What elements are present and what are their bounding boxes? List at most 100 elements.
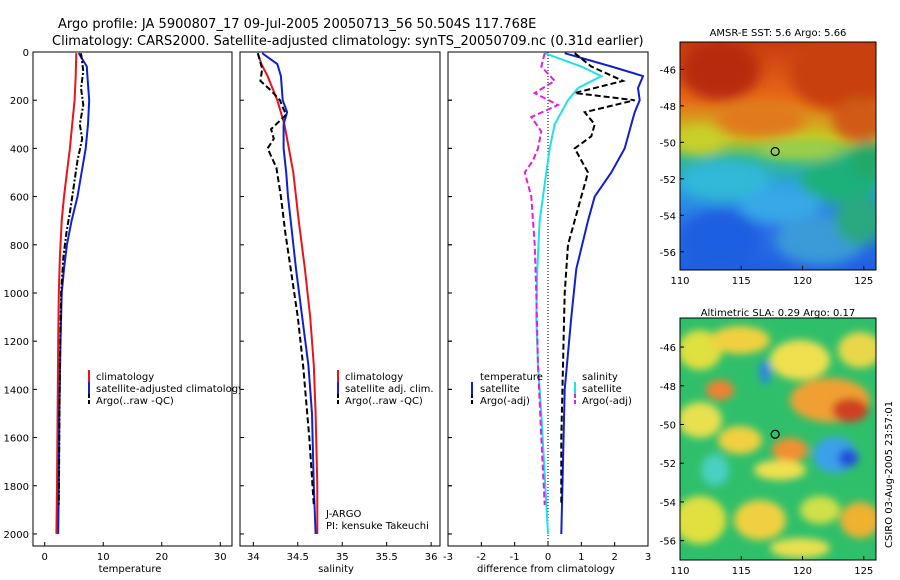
map-x-tick-label: 115 bbox=[732, 566, 751, 577]
difference-x-label: difference from climatology bbox=[477, 564, 615, 575]
map-y-tick-label: -50 bbox=[660, 138, 676, 149]
x-tick-label: 35 bbox=[336, 552, 349, 563]
y-tick-label: 1600 bbox=[4, 434, 29, 445]
legend-label-climatology: climatology bbox=[345, 372, 403, 383]
legend-label-climatology: climatology bbox=[96, 372, 154, 383]
legend-header-temperature: temperature bbox=[480, 372, 543, 383]
legend-label-satellite-adjusted: satellite-adjusted climatology bbox=[96, 384, 244, 395]
y-tick-label: 1000 bbox=[4, 289, 29, 300]
map-y-tick-label: -52 bbox=[660, 459, 676, 470]
map-x-tick-label: 110 bbox=[670, 566, 689, 577]
x-tick-label: 34.5 bbox=[287, 552, 309, 563]
temperature-legend: climatology satellite-adjusted climatolo… bbox=[88, 370, 244, 407]
legend-label-argo: Argo(..raw -QC) bbox=[345, 396, 423, 407]
map-y-tick-label: -48 bbox=[660, 382, 676, 393]
sst-argo-location-marker bbox=[770, 146, 780, 157]
x-tick-label: 1 bbox=[578, 552, 584, 563]
legend-label-sal-argo: Argo(-adj) bbox=[582, 396, 632, 407]
salinity-series bbox=[256, 52, 319, 535]
difference-legend-salinity: salinity satellite Argo(-adj) bbox=[574, 372, 632, 407]
annotation-pi: PI: kensuke Takeuchi bbox=[326, 521, 429, 532]
x-tick-label: -1 bbox=[510, 552, 520, 563]
sla-map-panel: Altimetric SLA: 0.29 Argo: 0.17 bbox=[660, 308, 877, 577]
map-x-tick-label: 125 bbox=[854, 276, 873, 287]
timestamp: CSIRO 03-Aug-2005 23:57:01 bbox=[884, 401, 895, 548]
x-tick-label: 36 bbox=[425, 552, 438, 563]
map-y-tick-label: -48 bbox=[660, 102, 676, 113]
salinity-x-label: salinity bbox=[318, 564, 354, 575]
sla-y-ticks: -46 -48 -50 -52 -54 -56 bbox=[660, 343, 684, 548]
y-tick-label: 600 bbox=[10, 193, 29, 204]
legend-label-temp-argo: Argo(-adj) bbox=[480, 396, 530, 407]
map-x-tick-label: 125 bbox=[854, 566, 873, 577]
map-y-tick-label: -46 bbox=[660, 65, 676, 76]
y-tick-label: 200 bbox=[10, 96, 29, 107]
map-x-tick-label: 120 bbox=[793, 566, 812, 577]
y-tick-label: 800 bbox=[10, 241, 29, 252]
series-line-climatology bbox=[55, 53, 78, 535]
map-y-tick-label: -50 bbox=[660, 420, 676, 431]
x-tick-label: 0 bbox=[545, 552, 551, 563]
y-tick-label: 1400 bbox=[4, 385, 29, 396]
sla-heatmap bbox=[680, 318, 876, 560]
x-tick-label: 20 bbox=[155, 552, 168, 563]
series-line-argo-raw-qc bbox=[256, 52, 315, 506]
map-y-tick-label: -56 bbox=[660, 537, 676, 548]
y-tick-label: 1200 bbox=[4, 337, 29, 348]
y-tick-label: 400 bbox=[10, 144, 29, 155]
map-y-tick-label: -46 bbox=[660, 343, 676, 354]
series-line-argo-raw-qc bbox=[57, 53, 85, 506]
temperature-series bbox=[55, 52, 91, 535]
map-y-tick-label: -52 bbox=[660, 175, 676, 186]
difference-legend-temperature: temperature satellite Argo(-adj) bbox=[471, 372, 543, 407]
title-line-1: Argo profile: JA 5900807_17 09-Jul-2005 … bbox=[58, 17, 536, 32]
legend-label-argo: Argo(..raw -QC) bbox=[96, 396, 174, 407]
x-tick-label: 2 bbox=[611, 552, 617, 563]
series-line-climatology bbox=[256, 52, 319, 534]
series-line-satellite-adj-clim bbox=[261, 52, 317, 535]
salinity-legend: climatology satellite adj. clim. Argo(..… bbox=[337, 370, 434, 407]
difference-series bbox=[523, 52, 645, 535]
x-tick-label: -2 bbox=[476, 552, 486, 563]
salinity-panel: 34 34.5 35 35.5 36 salinity climatology sate… bbox=[239, 51, 441, 575]
map-x-tick-label: 110 bbox=[670, 276, 689, 287]
temperature-y-ticks: 0 200 400 600 800 1000 1200 1400 1600 1800 2000 bbox=[4, 48, 37, 541]
salinity-x-ticks: 34 34.5 35 35.5 36 bbox=[240, 51, 438, 563]
x-tick-label: 30 bbox=[214, 552, 227, 563]
sst-map-frame bbox=[679, 41, 877, 271]
map-x-tick-label: 115 bbox=[732, 276, 751, 287]
map-y-tick-label: -56 bbox=[660, 248, 676, 259]
x-tick-label: 3 bbox=[645, 552, 651, 563]
series-line-temperature-argo-adj bbox=[560, 52, 635, 505]
map-y-tick-label: -54 bbox=[660, 498, 676, 509]
map-x-tick-label: 120 bbox=[793, 276, 812, 287]
series-line-temperature-satellite bbox=[560, 52, 645, 535]
x-tick-label: 10 bbox=[97, 552, 110, 563]
map-y-tick-label: -54 bbox=[660, 211, 676, 222]
temperature-axes-frame bbox=[32, 51, 233, 547]
difference-panel: -3 -2 -1 0 1 2 3 difference from climatology t… bbox=[443, 51, 651, 575]
sst-y-ticks: -46 -48 -50 -52 -54 -56 bbox=[660, 65, 684, 259]
sst-map-title: AMSR-E SST: 5.6 Argo: 5.66 bbox=[710, 28, 847, 39]
legend-label-satellite: satellite adj. clim. bbox=[345, 384, 434, 395]
sst-map-panel: AMSR-E SST: 5.6 Argo: 5.66 110 115 120 12 bbox=[660, 28, 877, 287]
x-tick-label: 0 bbox=[42, 552, 48, 563]
sla-argo-location-marker bbox=[770, 429, 780, 439]
temperature-x-label: temperature bbox=[99, 564, 162, 575]
title-line-2: Climatology: CARS2000. Satellite-adjuste… bbox=[52, 34, 644, 49]
temperature-x-ticks: 0 10 20 30 bbox=[42, 542, 227, 563]
sla-map-title: Altimetric SLA: 0.29 Argo: 0.17 bbox=[701, 308, 856, 319]
x-tick-label: 35.5 bbox=[376, 552, 398, 563]
y-tick-label: 1800 bbox=[4, 482, 29, 493]
x-tick-label: -3 bbox=[443, 552, 453, 563]
legend-label-sal-satellite: satellite bbox=[582, 384, 622, 395]
difference-x-ticks: -3 -2 -1 0 1 2 3 bbox=[443, 51, 651, 563]
legend-header-salinity: salinity bbox=[582, 372, 618, 383]
annotation-program: J-ARGO bbox=[325, 509, 362, 520]
legend-label-temp-satellite: satellite bbox=[480, 384, 520, 395]
temperature-panel: 0 10 20 30 0 200 400 600 800 1000 1200 1400 1600 180… bbox=[4, 48, 244, 575]
series-line-salinity-argo-adj bbox=[523, 52, 561, 506]
sla-x-ticks: 110 115 120 125 bbox=[670, 556, 873, 577]
y-tick-label: 0 bbox=[23, 48, 29, 59]
